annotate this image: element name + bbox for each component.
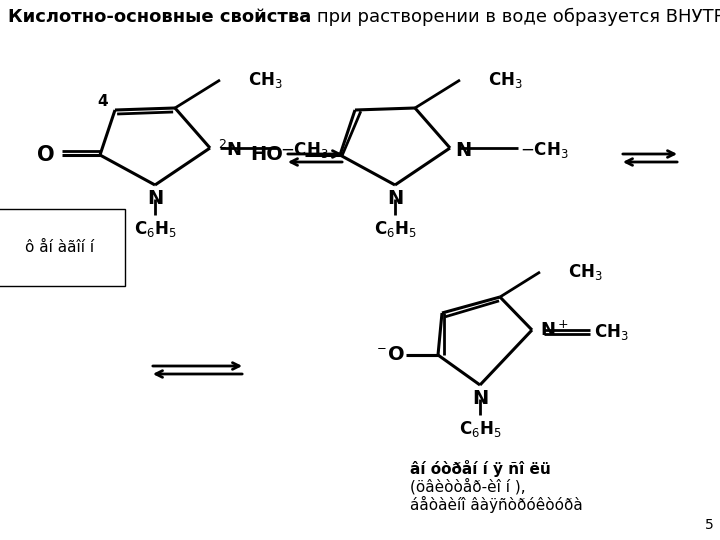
Text: CH$_3$: CH$_3$ — [488, 70, 523, 90]
Text: $^2$N: $^2$N — [218, 140, 242, 160]
Text: C$_6$H$_5$: C$_6$H$_5$ — [134, 219, 176, 239]
Text: N: N — [472, 389, 488, 408]
Text: 4: 4 — [98, 94, 108, 110]
Text: Кислотно-основные свойства: Кислотно-основные свойства — [8, 8, 311, 26]
Text: ô åí àãîí í: ô åí àãîí í — [25, 240, 94, 255]
Text: $-$CH$_3$: $-$CH$_3$ — [520, 140, 569, 160]
Text: C$_6$H$_5$: C$_6$H$_5$ — [459, 419, 501, 439]
Text: : при растворении в воде образуется ВНУТРЕННЯЯ СОЛЬ (цвитер-ион): : при растворении в воде образуется ВНУТ… — [305, 8, 720, 26]
Text: N: N — [387, 190, 403, 208]
Text: N: N — [455, 140, 472, 159]
Text: O: O — [37, 145, 55, 165]
Text: $^-$: $^-$ — [374, 344, 387, 362]
Text: $-$CH$_3$: $-$CH$_3$ — [280, 140, 329, 160]
Text: áåòàèíî âàÿñòðóêòóðà: áåòàèíî âàÿñòðóêòóðà — [410, 496, 582, 513]
Text: CH$_3$: CH$_3$ — [594, 322, 629, 342]
Text: O: O — [387, 346, 405, 365]
Text: N$^+$: N$^+$ — [540, 320, 569, 340]
Text: CH$_3$: CH$_3$ — [568, 262, 603, 282]
Text: HO: HO — [250, 145, 283, 165]
Text: CH$_3$: CH$_3$ — [248, 70, 283, 90]
Text: âí óòðåí í ÿ ñî ëü: âí óòðåí í ÿ ñî ëü — [410, 460, 551, 477]
Text: C$_6$H$_5$: C$_6$H$_5$ — [374, 219, 416, 239]
Text: (öâèòòåð-èî í ),: (öâèòòåð-èî í ), — [410, 478, 526, 495]
Text: N: N — [147, 190, 163, 208]
Text: 5: 5 — [706, 518, 714, 532]
